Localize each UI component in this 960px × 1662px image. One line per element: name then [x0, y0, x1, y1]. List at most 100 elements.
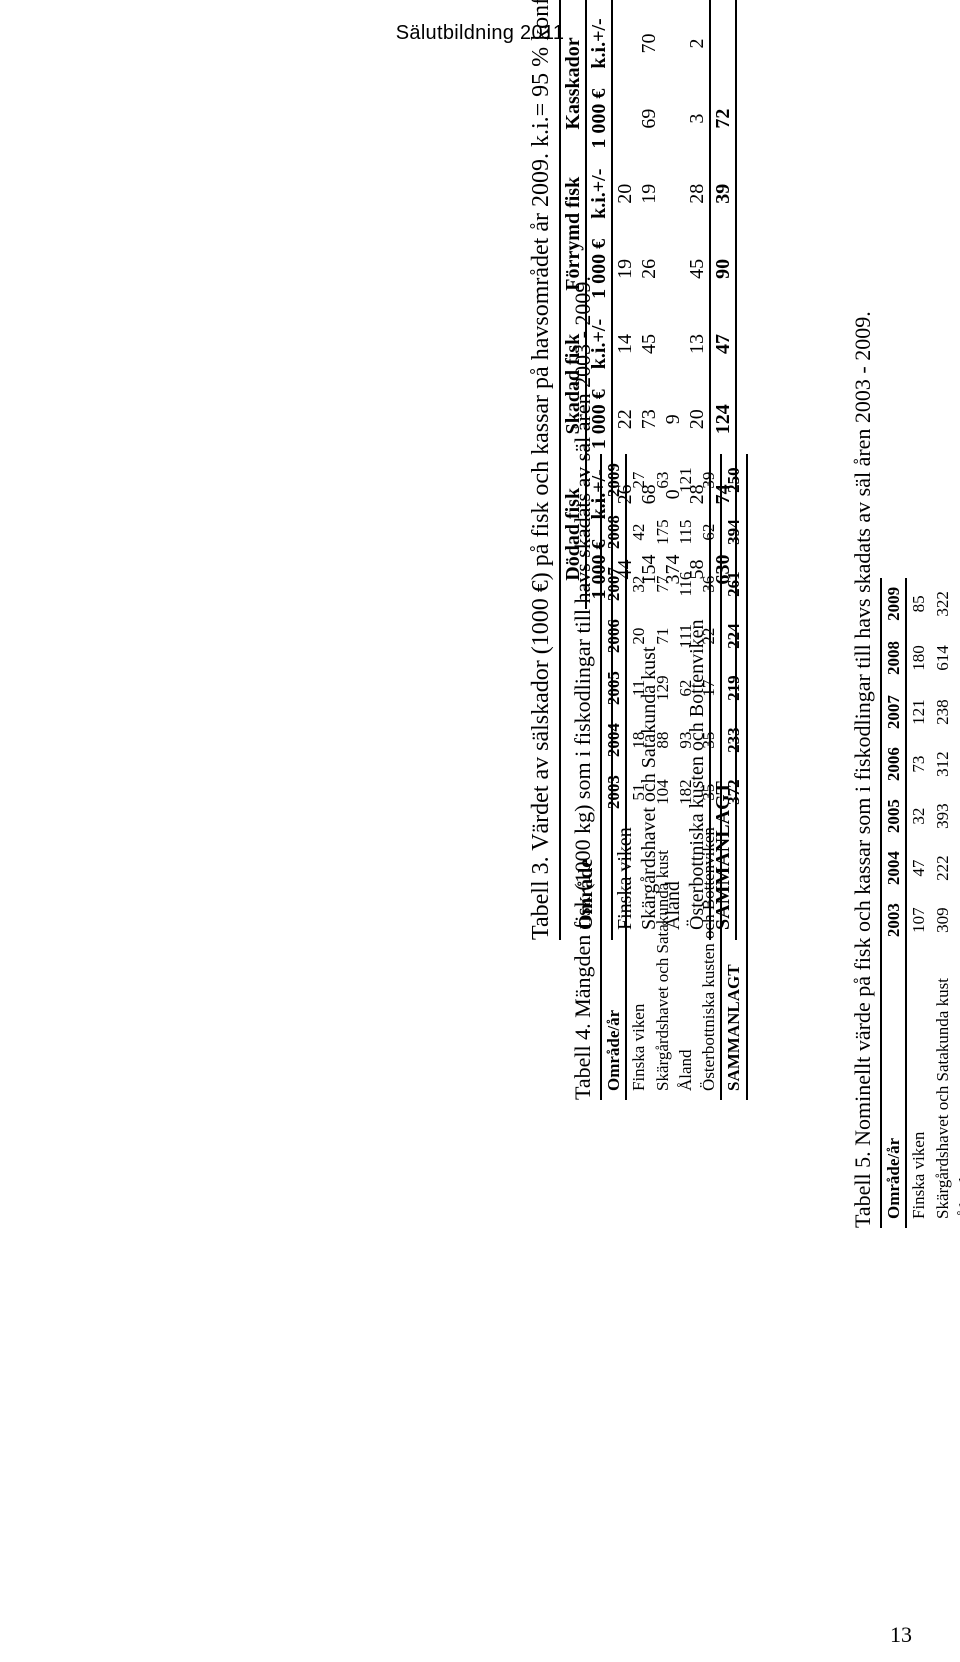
- cell: 107: [906, 894, 930, 946]
- cell: 47: [906, 842, 930, 894]
- cell: 241: [954, 842, 960, 894]
- year-col: 2004: [881, 842, 906, 894]
- cell: [710, 8, 736, 78]
- cell: 51: [626, 766, 650, 818]
- cell: 178: [954, 790, 960, 842]
- table4-block: Tabell 4. Mängden fisk (1000 kg) som i f…: [570, 276, 748, 1100]
- table-row: Österbottniska kusten och Bottenviken353…: [697, 454, 721, 1100]
- cell: 383: [661, 0, 685, 8]
- cell: 261: [721, 558, 746, 610]
- table3-sub: k.i.+/-: [586, 159, 612, 229]
- cell: 62: [674, 662, 697, 714]
- cell: 454: [954, 894, 960, 946]
- cell: [661, 8, 685, 78]
- table3-group: Fiskskador sammanl.: [560, 0, 586, 8]
- table-row: Finska viken10747327312118085: [906, 578, 930, 1228]
- cell: 372: [721, 766, 746, 818]
- year-col: 2008: [601, 506, 626, 558]
- year-col: 2007: [881, 686, 906, 738]
- cell: 222: [931, 842, 954, 894]
- page-number: 13: [890, 1622, 912, 1648]
- cell: 123: [685, 0, 710, 8]
- table-row: Åland454241178372336302383: [954, 578, 960, 1228]
- cell: 11: [626, 662, 650, 714]
- cell: 336: [954, 686, 960, 738]
- table3-sub: 1 000 €: [586, 79, 612, 159]
- page-header: Sälutbildning 2011: [0, 22, 960, 45]
- cell: 32: [906, 790, 930, 842]
- row-label: Österbottniska kusten och Bottenviken: [697, 818, 721, 1100]
- year-col: 2005: [601, 662, 626, 714]
- year-col: 2006: [601, 610, 626, 662]
- year-col: 2009: [601, 454, 626, 506]
- cell: 72: [710, 79, 736, 159]
- cell: 233: [721, 714, 746, 766]
- cell: 312: [931, 738, 954, 790]
- cell: 116: [674, 558, 697, 610]
- row-label: Åland: [674, 818, 697, 1100]
- cell: 182: [674, 766, 697, 818]
- cell: 394: [721, 506, 746, 558]
- cell: 111: [674, 610, 697, 662]
- cell: 383: [954, 578, 960, 630]
- year-col: 2009: [881, 578, 906, 630]
- cell: [661, 79, 685, 159]
- cell: 22: [697, 610, 721, 662]
- row-label: Åland: [954, 946, 960, 1228]
- table5-block: Tabell 5. Nominellt värde på fisk och ka…: [850, 311, 960, 1228]
- year-col: 2004: [601, 714, 626, 766]
- cell: 35: [697, 714, 721, 766]
- cell: 322: [931, 578, 954, 630]
- cell: 121: [674, 454, 697, 506]
- year-col: 2003: [881, 894, 906, 946]
- year-col: 2003: [601, 766, 626, 818]
- cell: [612, 79, 637, 159]
- table5: Område/år2003200420052006200720082009 Fi…: [880, 578, 960, 1228]
- cell: 844: [710, 0, 736, 8]
- cell: [612, 8, 637, 78]
- cell: 2: [685, 8, 710, 78]
- cell: 62: [697, 506, 721, 558]
- cell: 39: [697, 454, 721, 506]
- cell: 121: [906, 686, 930, 738]
- page: Sälutbildning 2011 13 Tabell 3. Värdet a…: [0, 0, 960, 1662]
- row-label: Skärgårdshavet och Satakunda kust: [651, 818, 674, 1100]
- cell: 250: [721, 454, 746, 506]
- cell: 180: [906, 630, 930, 686]
- cell: 104: [651, 766, 674, 818]
- table-row: Åland1829362111116115121: [674, 454, 697, 1100]
- cell: 93: [674, 714, 697, 766]
- table5-caption: Tabell 5. Nominellt värde på fisk och ka…: [850, 311, 876, 1228]
- cell: 70: [637, 8, 661, 78]
- cell: 35: [697, 766, 721, 818]
- table4-caption: Tabell 4. Mängden fisk (1000 kg) som i f…: [570, 276, 596, 1100]
- table3-caption: Tabell 3. Värdet av sälskador (1000 €) p…: [528, 0, 555, 940]
- cell: 85: [906, 578, 930, 630]
- cell: 18: [626, 714, 650, 766]
- cell: 88: [651, 714, 674, 766]
- cell: 39: [710, 159, 736, 229]
- cell: 28: [685, 159, 710, 229]
- cell: 32: [626, 558, 650, 610]
- cell: 20: [626, 610, 650, 662]
- cell: 85: [612, 0, 637, 8]
- year-col: 2008: [881, 630, 906, 686]
- cell: 372: [954, 738, 960, 790]
- cell: 63: [651, 454, 674, 506]
- cell: [661, 159, 685, 229]
- cell: 20: [612, 159, 637, 229]
- table4: Område/år2003200420052006200720082009 Fi…: [600, 454, 748, 1100]
- table3-group: Kasskador: [560, 8, 586, 158]
- cell: 27: [626, 454, 650, 506]
- cell: 73: [906, 738, 930, 790]
- year-col: 2006: [881, 738, 906, 790]
- cell: 302: [954, 630, 960, 686]
- cell: 71: [651, 610, 674, 662]
- cell: 17: [697, 662, 721, 714]
- year-col: 2005: [881, 790, 906, 842]
- table-row: Skärgårdshavet och Satakunda kust3092223…: [931, 578, 954, 1228]
- cell: 42: [626, 506, 650, 558]
- cell: 77: [651, 558, 674, 610]
- cell: 309: [931, 894, 954, 946]
- cell: 175: [651, 506, 674, 558]
